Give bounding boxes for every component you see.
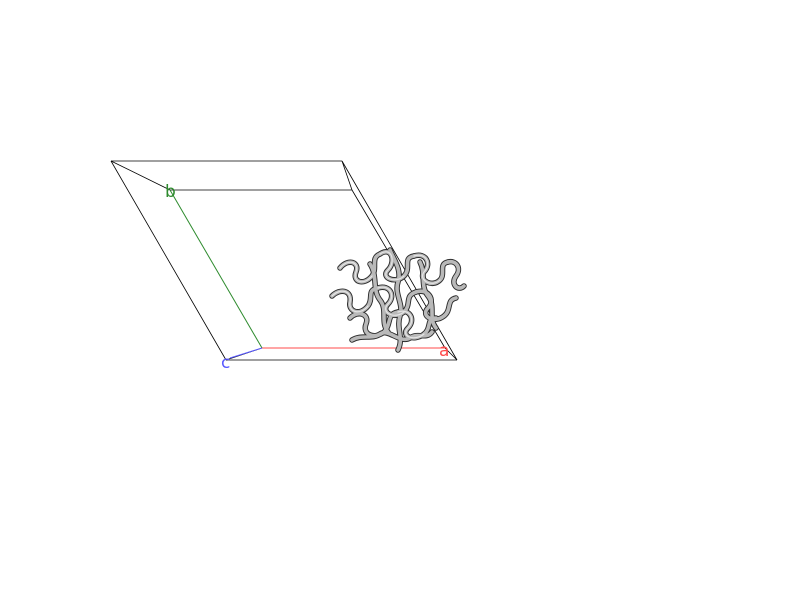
cell-edge [110, 160, 171, 191]
axis-b-label: b [165, 182, 176, 202]
axis-b-line [169, 189, 263, 349]
axis-c-line [229, 347, 263, 359]
protein-ribbon-highlight [331, 251, 441, 339]
axis-a-label: a [439, 341, 449, 361]
cell-edge [444, 347, 458, 361]
cell-edge [110, 160, 227, 361]
protein-cartoon[interactable] [329, 247, 467, 353]
axis-c-label: c [221, 353, 230, 373]
cell-edge [341, 160, 353, 191]
